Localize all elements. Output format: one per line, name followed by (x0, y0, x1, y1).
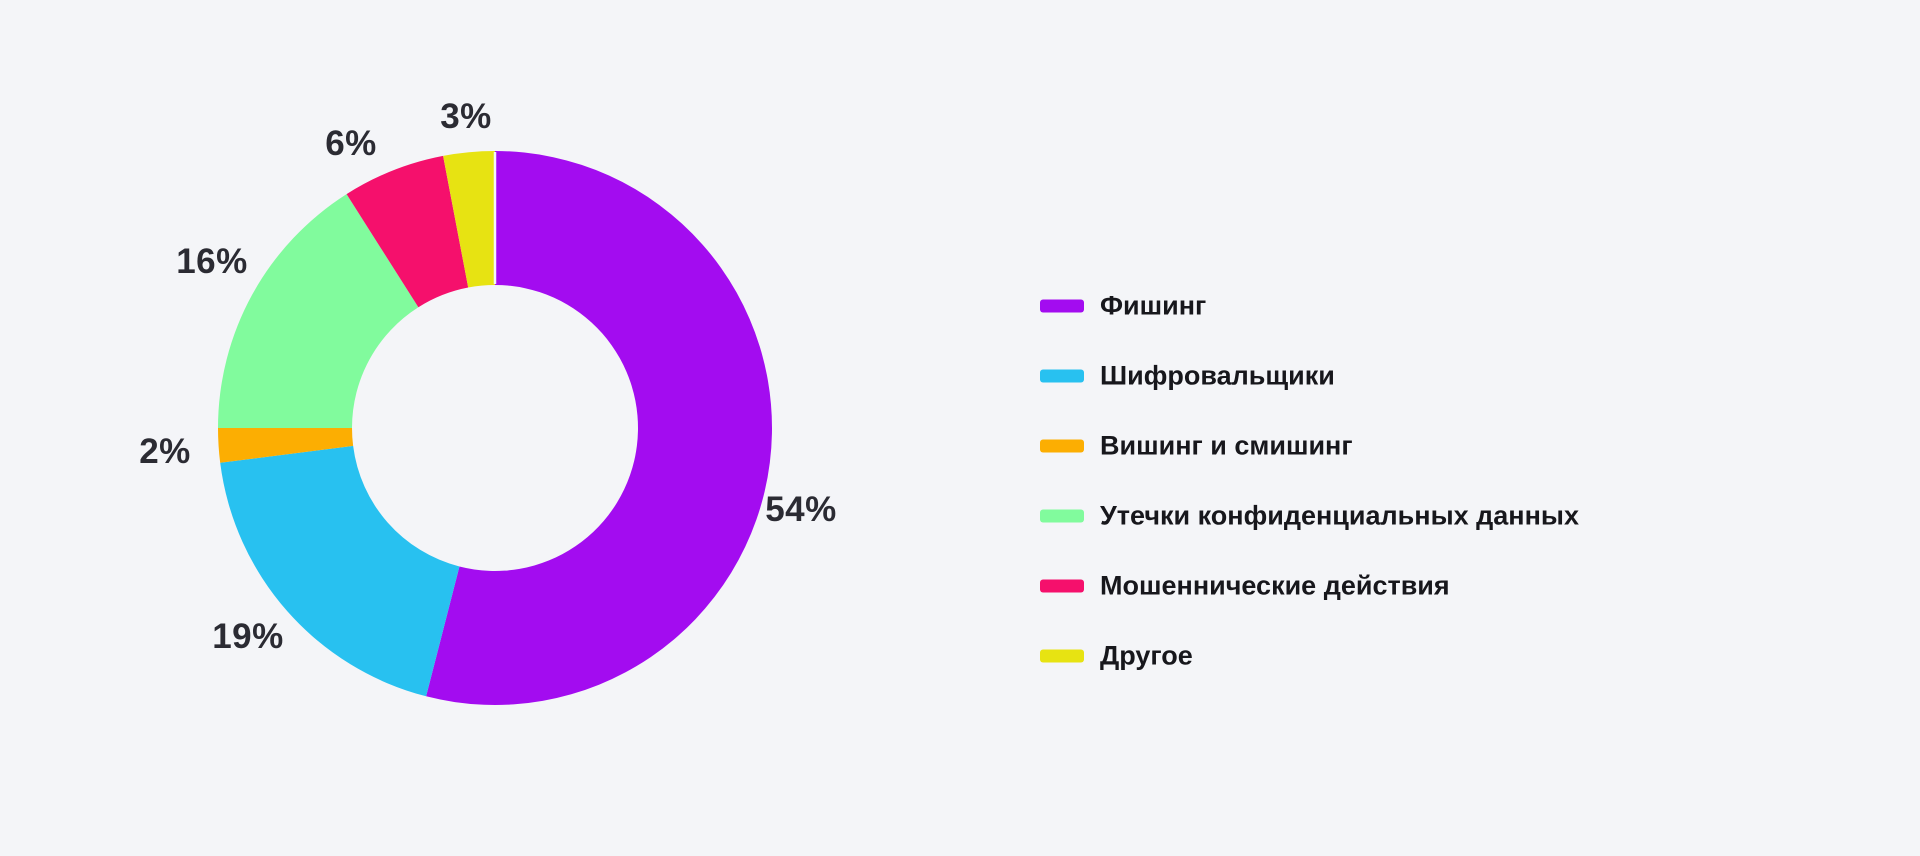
percent-label-2: 2% (139, 432, 191, 471)
percent-label-1: 19% (212, 617, 284, 656)
percent-label-4: 6% (325, 124, 377, 163)
pie-slice-1 (220, 445, 460, 697)
pie-slice-3 (218, 194, 419, 428)
pie-slice-4 (346, 155, 469, 308)
percent-label-5: 3% (440, 97, 492, 136)
pie-slice-0 (426, 151, 773, 706)
percent-label-0: 54% (765, 490, 837, 529)
percent-label-3: 16% (176, 242, 248, 281)
pie-slice-5 (443, 151, 495, 288)
pie-slice-2 (218, 428, 354, 463)
